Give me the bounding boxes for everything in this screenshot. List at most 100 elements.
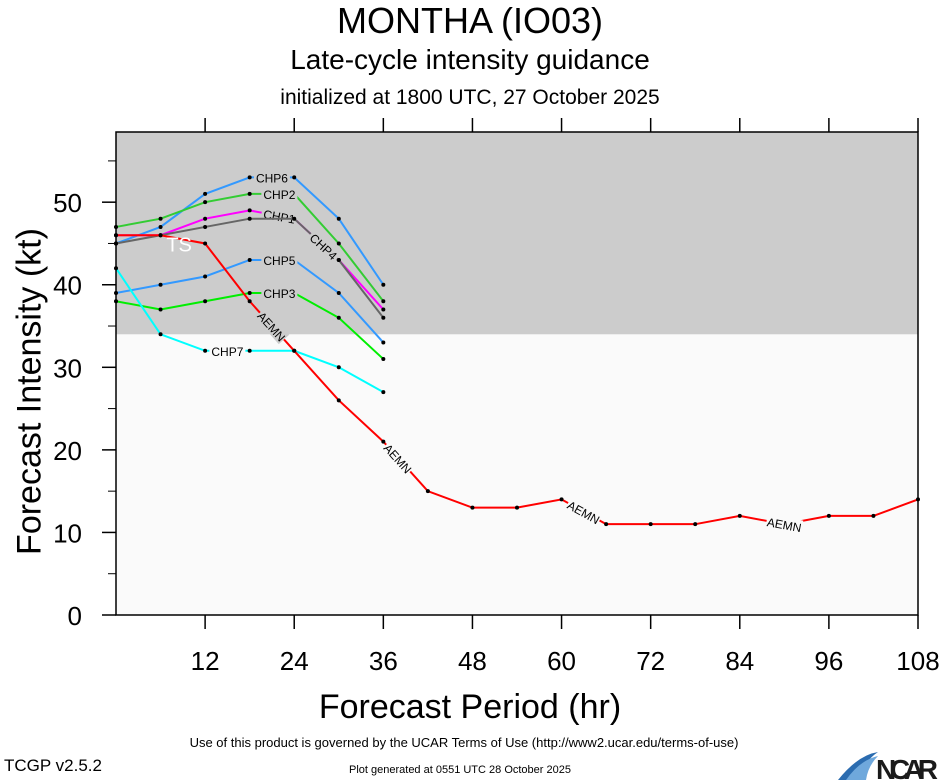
data-point [247,175,252,180]
data-point [292,348,297,353]
x-tick-label: 24 [280,646,309,676]
data-point [292,216,297,221]
series-label-chp1: CHP1 [260,205,299,227]
y-tick-label: 0 [68,601,82,631]
series-chp7: CHP7 [114,266,386,395]
data-point [336,241,341,246]
y-tick-label: 50 [53,188,82,218]
series-label-text: AEMN [766,515,803,535]
y-tick-label: 40 [53,271,82,301]
series-label-chp5: CHP5 [261,252,298,268]
data-point [203,191,208,196]
series-label-text: CHP3 [263,287,295,301]
init-time: initialized at 1800 UTC, 27 October 2025 [280,86,660,109]
data-point [247,216,252,221]
region-label-ts: TS [166,234,192,256]
data-point [604,522,609,527]
x-tick-label: 84 [725,646,754,676]
generated-time: Plot generated at 0551 UTC 28 October 20… [349,764,571,776]
label-gap [253,170,290,185]
data-point [515,505,519,510]
data-point [247,291,252,295]
data-point [381,299,386,304]
series-chp5: CHP5 [114,252,386,345]
data-point [203,274,208,279]
data-point [158,224,163,229]
series-label-chp3: CHP3 [261,286,298,301]
x-tick-label: 48 [458,646,487,676]
label-gap [261,286,298,300]
data-point [203,216,208,221]
ncar-logo: NCAR [838,752,938,780]
label-gap [254,307,290,345]
data-point [247,348,252,353]
series-label-chp6: CHP6 [253,170,290,185]
terms-of-use: Use of this product is governed by the U… [189,735,739,750]
data-point [381,357,386,362]
data-point [336,315,341,320]
series-chp2: CHP2 [114,186,386,304]
x-tick-label: 12 [191,646,220,676]
data-point [693,522,698,527]
series-label-text: CHP6 [256,171,288,185]
data-point [247,257,252,262]
data-point [203,200,208,205]
series-label-chp7: CHP7 [209,343,246,359]
data-point [158,332,163,337]
y-axis-label: Forecast Intensity (kt) [10,228,49,555]
chart-subtitle: Late-cycle intensity guidance [290,44,650,75]
data-point [336,257,341,262]
data-point [381,439,386,444]
data-point [203,224,208,229]
data-point [336,398,341,403]
series-label-text: CHP1 [262,207,296,227]
data-point [203,348,208,353]
shaded-region-ts [116,132,918,335]
data-point [336,216,341,221]
data-point [737,513,742,518]
plot-frame [115,131,919,616]
data-point [826,513,831,518]
data-point [381,390,386,395]
label-gap [380,440,416,477]
data-point [247,191,252,196]
data-point [247,208,252,213]
label-gap [209,343,246,358]
series-label-aemn: AEMN [765,514,804,535]
data-point [871,513,876,518]
x-axis-label: Forecast Period (hr) [318,688,622,726]
y-tick-label: 10 [53,518,82,548]
chart-title: MONTHA (IO03) [336,0,604,41]
series-chp3: CHP3 [114,286,386,362]
data-point [158,307,163,312]
x-tick-label: 72 [636,646,665,676]
y-tick-label: 20 [53,436,82,466]
data-point [336,291,341,295]
data-point [381,340,386,345]
data-point [203,241,208,246]
series-label-text: CHP7 [211,345,243,359]
data-point [247,299,252,304]
label-gap [765,514,804,535]
version-label: TCGP v2.5.2 [4,756,102,775]
data-point [158,282,163,287]
label-gap [305,228,342,264]
svg-text:NCAR: NCAR [876,754,938,780]
x-tick-label: 60 [547,646,576,676]
data-point [203,299,208,304]
x-tick-label: 36 [369,646,398,676]
data-point [648,522,653,527]
data-point [158,233,163,238]
y-tick-label: 30 [53,353,82,383]
data-point [336,365,341,370]
label-gap [261,186,298,201]
series-label-text: CHP5 [263,254,295,268]
series-label-chp2: CHP2 [261,186,298,202]
data-point [425,489,430,494]
series-label-text: CHP2 [263,188,295,202]
label-gap [261,252,298,267]
data-point [470,505,475,510]
x-tick-label: 96 [814,646,843,676]
data-point [381,307,386,312]
